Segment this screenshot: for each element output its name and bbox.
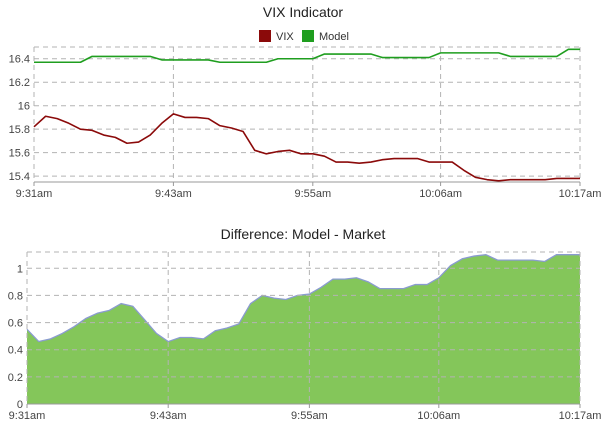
- difference-chart: Difference: Model - Market 0 0.2 0.4 0.6 0.8…: [8, 226, 602, 422]
- vix-x-tick-label: 9:31am: [16, 188, 53, 200]
- vix-y-tick-label: 15.6: [9, 148, 30, 160]
- difference-y-tick-label: 0: [17, 399, 23, 411]
- difference-x-tick-label: 10:06am: [417, 410, 460, 422]
- difference-y-tick-label: 0.2: [8, 372, 23, 384]
- difference-chart-title: Difference: Model - Market: [221, 226, 386, 242]
- difference-y-tick-label: 0.6: [8, 318, 23, 330]
- difference-x-tick-label: 10:17am: [559, 410, 602, 422]
- legend-vix-label: VIX: [276, 31, 294, 43]
- vix-y-tick-label: 16.2: [9, 77, 30, 89]
- difference-y-tick-label: 0.4: [8, 345, 23, 357]
- difference-y-tick-label: 0.8: [8, 290, 23, 302]
- legend-model-swatch: [302, 30, 314, 42]
- vix-chart: VIX Indicator VIX Model 15.4 15.6 15.8 16 16…: [9, 4, 602, 200]
- vix-series: [33, 48, 580, 182]
- difference-y-ticks: 0 0.2 0.4 0.6 0.8 1: [8, 263, 23, 411]
- difference-x-ticks: 9:31am 9:43am 9:55am 10:06am 10:17am: [9, 410, 602, 422]
- difference-x-tick-label: 9:43am: [150, 410, 187, 422]
- difference-y-tick-label: 1: [17, 263, 23, 275]
- vix-x-tick-label: 10:17am: [559, 188, 602, 200]
- difference-x-tick-label: 9:31am: [9, 410, 46, 422]
- legend-vix-swatch: [259, 30, 271, 42]
- difference-x-tick-label: 9:55am: [291, 410, 328, 422]
- difference-area-fill: [27, 254, 580, 404]
- legend-model-label: Model: [319, 31, 349, 43]
- vix-y-tick-label: 15.8: [9, 124, 30, 136]
- vix-legend: VIX Model: [259, 30, 349, 43]
- vix-y-tick-label: 15.4: [9, 171, 30, 183]
- vix-x-tick-label: 9:43am: [155, 188, 192, 200]
- vix-gridlines: [33, 46, 581, 186]
- vix-y-tick-label: 16: [18, 101, 30, 113]
- vix-series-vix-line: [33, 113, 580, 182]
- difference-area-line: [26, 254, 580, 343]
- vix-y-ticks: 15.4 15.6 15.8 16 16.2 16.4: [9, 54, 30, 183]
- difference-series: [26, 254, 580, 404]
- vix-x-tick-label: 9:55am: [294, 188, 331, 200]
- vix-y-tick-label: 16.4: [9, 54, 30, 66]
- difference-gridlines: [26, 251, 581, 408]
- vix-series-model-line: [34, 48, 580, 64]
- vix-x-ticks: 9:31am 9:43am 9:55am 10:06am 10:17am: [16, 188, 602, 200]
- vix-chart-title: VIX Indicator: [263, 4, 343, 20]
- vix-x-tick-label: 10:06am: [419, 188, 462, 200]
